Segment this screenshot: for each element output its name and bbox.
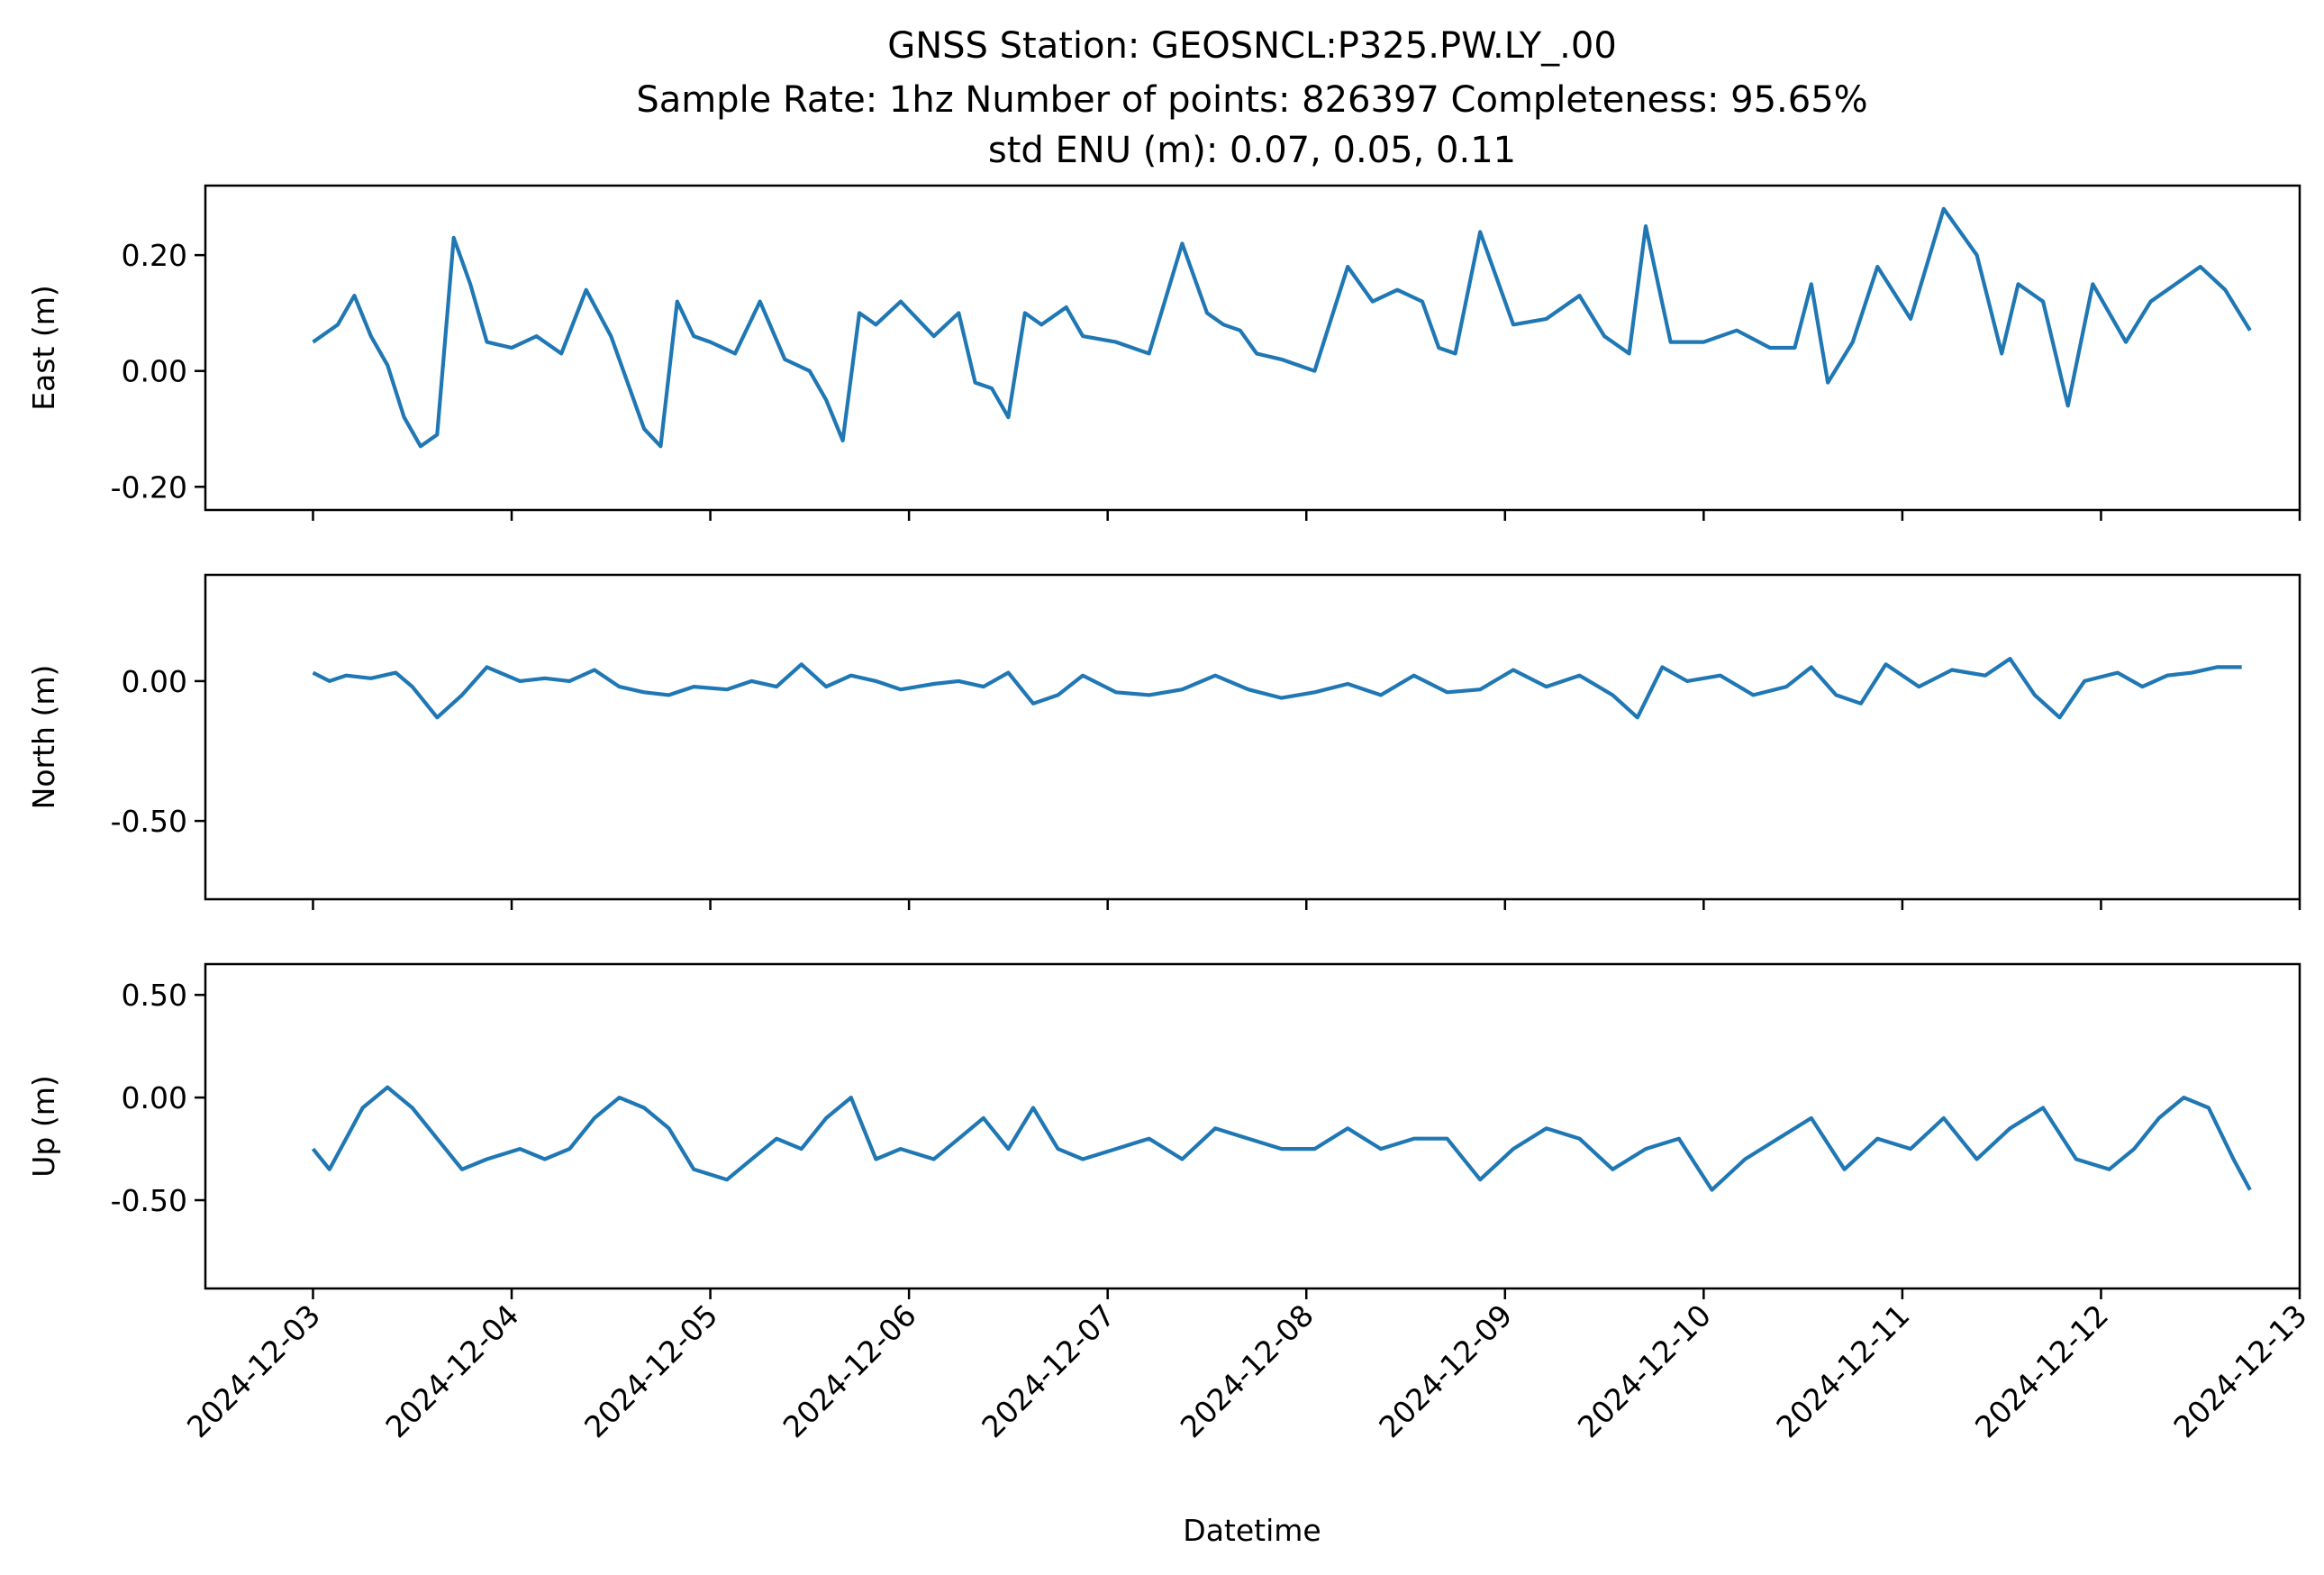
panel-1: 0.00 -0.50 North (m) xyxy=(26,573,2301,910)
y-tick-label-panel-1-0: 0.00 xyxy=(122,664,187,699)
series-line-panel-0 xyxy=(312,206,2252,449)
x-tick-label-0: 2024-12-03 xyxy=(180,1297,327,1444)
y-tick-label-panel-0-2: -0.20 xyxy=(111,469,187,505)
title-line-station: GNSS Station: GEOSNCL:P325.PW.LY_.00 xyxy=(887,25,1617,67)
y-axis-label-panel-0: East (m) xyxy=(26,285,61,411)
x-tick-label-3: 2024-12-06 xyxy=(776,1297,923,1444)
axes-frame-panel-1 xyxy=(204,573,2301,901)
chart-title: GNSS Station: GEOSNCL:P325.PW.LY_.00 Sam… xyxy=(636,25,1867,171)
x-tick-label-8: 2024-12-11 xyxy=(1769,1297,1916,1444)
x-tick-label-7: 2024-12-10 xyxy=(1571,1297,1718,1444)
title-line-sample-info: Sample Rate: 1hz Number of points: 82639… xyxy=(636,79,1867,121)
y-tick-label-panel-2-1: 0.00 xyxy=(122,1080,187,1115)
x-tick-label-5: 2024-12-08 xyxy=(1174,1297,1321,1444)
x-tick-label-1: 2024-12-04 xyxy=(378,1297,525,1444)
x-tick-label-2: 2024-12-05 xyxy=(577,1297,724,1444)
axes-frame-panel-0 xyxy=(204,184,2301,512)
series-line-panel-1 xyxy=(312,656,2242,720)
title-line-std-enu: std ENU (m): 0.07, 0.05, 0.11 xyxy=(988,130,1516,171)
x-axis-label: Datetime xyxy=(1183,1513,1321,1548)
y-tick-label-panel-0-0: 0.20 xyxy=(122,238,187,273)
panel-2: 0.50 0.00 -0.50 Up (m) 2024-12-03 2024-12-04 2… xyxy=(26,962,2314,1444)
y-tick-label-panel-2-0: 0.50 xyxy=(122,978,187,1013)
y-axis-label-panel-2: Up (m) xyxy=(26,1075,61,1178)
x-tick-label-9: 2024-12-12 xyxy=(1968,1297,2115,1444)
x-tick-label-4: 2024-12-07 xyxy=(975,1297,1121,1444)
x-tick-label-10: 2024-12-13 xyxy=(2166,1297,2313,1444)
y-tick-label-panel-0-1: 0.00 xyxy=(122,354,187,389)
x-tick-label-6: 2024-12-09 xyxy=(1372,1297,1519,1444)
axes-frame-panel-2 xyxy=(204,962,2301,1290)
y-tick-label-panel-2-2: -0.50 xyxy=(111,1183,187,1218)
series-line-panel-2 xyxy=(311,1085,2252,1192)
panel-0: 0.20 0.00 -0.20 East (m) xyxy=(26,184,2301,521)
y-axis-label-panel-1: North (m) xyxy=(26,665,61,810)
y-tick-label-panel-1-1: -0.50 xyxy=(111,804,187,839)
